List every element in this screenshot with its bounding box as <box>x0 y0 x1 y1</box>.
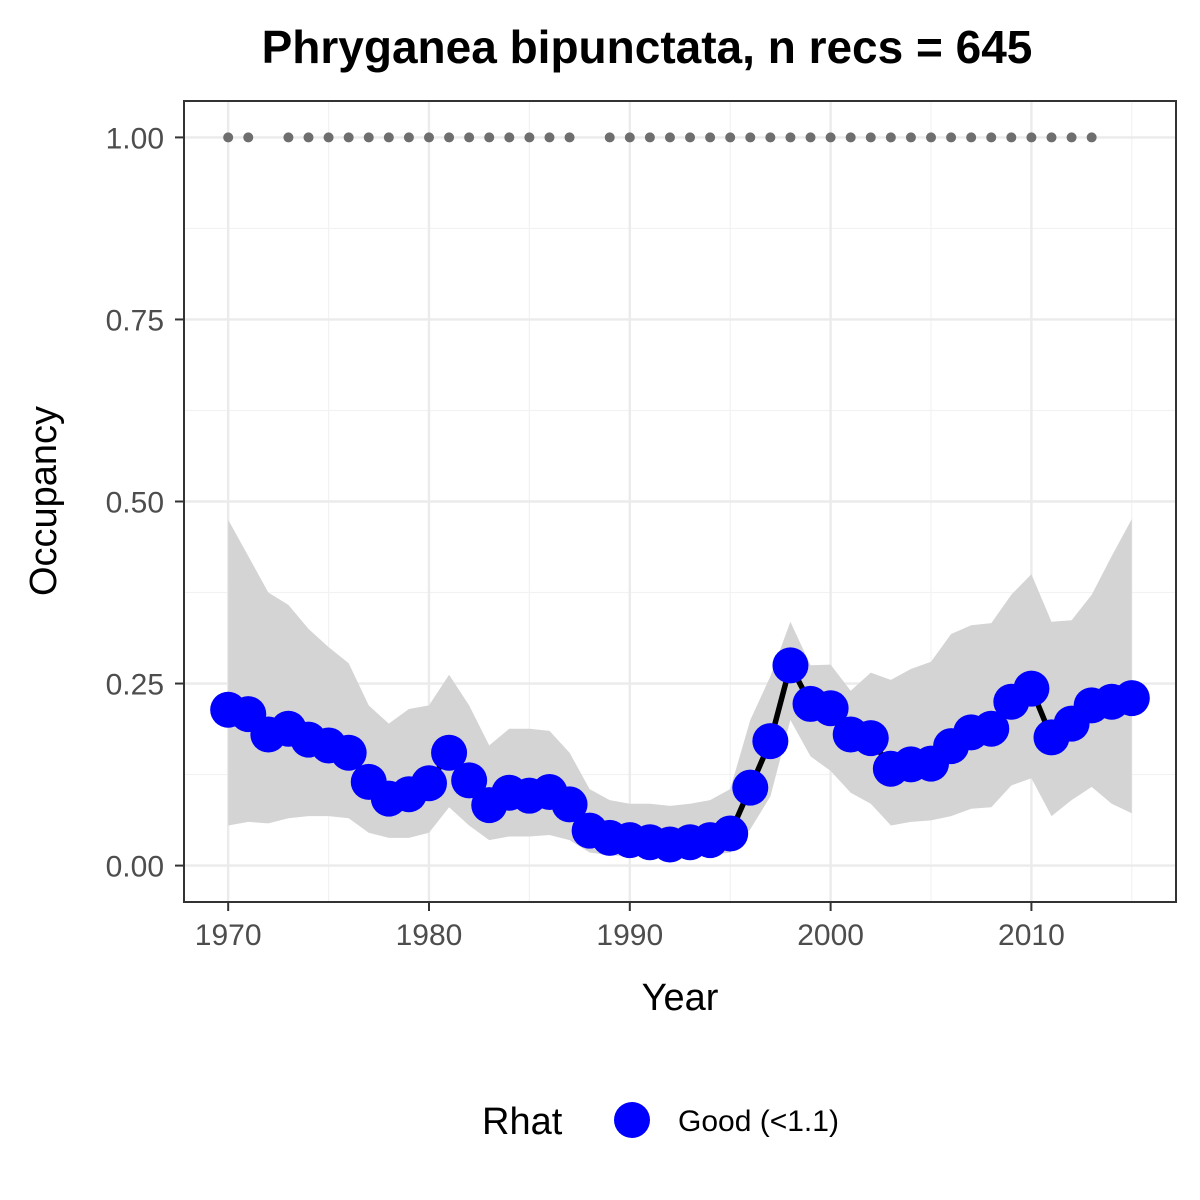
y-tick-label: 0.25 <box>106 669 164 702</box>
record-dot <box>865 132 876 143</box>
data-point <box>732 769 769 806</box>
record-dot <box>423 132 434 143</box>
record-dot <box>524 132 535 143</box>
x-tick-label: 1970 <box>195 919 262 952</box>
record-dot <box>765 132 776 143</box>
record-dot <box>745 132 756 143</box>
data-point <box>551 786 588 823</box>
record-dot <box>644 132 655 143</box>
data-point <box>410 765 447 802</box>
occupancy-points <box>210 647 1150 863</box>
record-dot <box>544 132 555 143</box>
record-dot <box>685 132 696 143</box>
record-dot <box>825 132 836 143</box>
record-dot <box>966 132 977 143</box>
record-dot <box>1006 132 1017 143</box>
data-point <box>812 690 849 727</box>
record-dot <box>805 132 816 143</box>
record-dot <box>1066 132 1077 143</box>
record-dot <box>363 132 374 143</box>
x-tick-label: 2000 <box>797 919 864 952</box>
y-tick-label: 0.75 <box>106 304 164 337</box>
record-dot <box>323 132 334 143</box>
x-tick-label: 2010 <box>998 919 1065 952</box>
data-point <box>712 815 749 852</box>
record-dot <box>223 132 234 143</box>
legend-title: Rhat <box>482 1101 563 1143</box>
record-year-dots <box>223 132 1097 143</box>
record-dot <box>664 132 675 143</box>
record-dot <box>905 132 916 143</box>
legend: Rhat Good (<1.1) <box>482 1101 839 1143</box>
record-dot <box>986 132 997 143</box>
data-point <box>431 734 468 771</box>
record-dot <box>885 132 896 143</box>
data-point <box>772 647 809 684</box>
record-dot <box>1046 132 1057 143</box>
record-dot <box>283 132 294 143</box>
record-dot <box>504 132 515 143</box>
data-point <box>451 762 488 799</box>
data-point <box>852 720 889 757</box>
x-tick-label: 1990 <box>596 919 663 952</box>
record-dot <box>464 132 475 143</box>
data-point <box>1113 680 1150 717</box>
data-point <box>752 723 789 760</box>
y-tick-label: 0.50 <box>106 487 164 520</box>
record-dot <box>564 132 575 143</box>
record-dot <box>243 132 254 143</box>
record-dot <box>403 132 414 143</box>
record-dot <box>946 132 957 143</box>
record-dot <box>1026 132 1037 143</box>
record-dot <box>926 132 937 143</box>
record-dot <box>444 132 455 143</box>
record-dot <box>303 132 314 143</box>
chart-title: Phryganea bipunctata, n recs = 645 <box>262 21 1033 73</box>
x-axis: 1970 1980 1990 2000 2010 <box>195 902 1065 952</box>
record-dot <box>785 132 796 143</box>
y-tick-label: 1.00 <box>106 122 164 155</box>
data-point <box>973 710 1010 747</box>
record-dot <box>845 132 856 143</box>
legend-key-good <box>614 1102 650 1138</box>
data-point <box>330 734 367 771</box>
record-dot <box>725 132 736 143</box>
y-axis: 0.00 0.25 0.50 0.75 1.00 <box>106 122 184 884</box>
legend-label-good: Good (<1.1) <box>678 1105 839 1138</box>
record-dot <box>343 132 354 143</box>
x-axis-title: Year <box>642 977 719 1019</box>
record-dot <box>604 132 615 143</box>
y-tick-label: 0.00 <box>106 851 164 884</box>
record-dot <box>383 132 394 143</box>
record-dot <box>705 132 716 143</box>
record-dot <box>484 132 495 143</box>
data-point <box>1013 670 1050 707</box>
y-axis-title: Occupancy <box>23 406 65 596</box>
record-dot <box>1086 132 1097 143</box>
x-tick-label: 1980 <box>396 919 463 952</box>
record-dot <box>624 132 635 143</box>
